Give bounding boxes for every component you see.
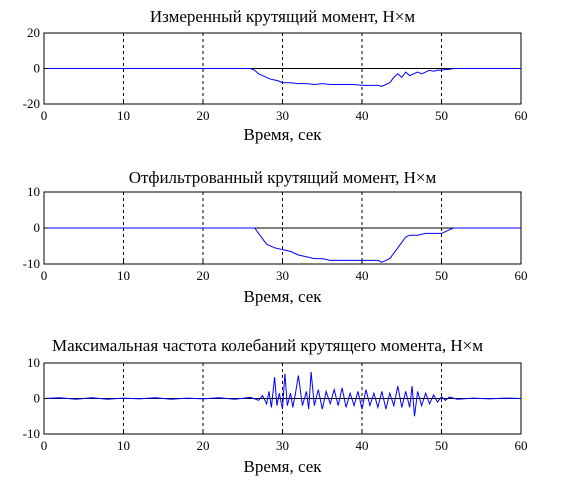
x-tick-label: 60 (515, 268, 528, 283)
x-tick-label: 0 (41, 438, 48, 453)
y-tick-label: 0 (34, 220, 41, 235)
x-tick-label: 10 (117, 268, 130, 283)
x-tick-label: 30 (276, 268, 289, 283)
y-tick-label: 10 (27, 355, 40, 370)
x-tick-label: 50 (435, 268, 448, 283)
y-tick-label: -20 (23, 96, 40, 111)
x-axis-label: Время, сек (243, 457, 322, 476)
x-tick-label: 20 (197, 438, 210, 453)
x-tick-label: 50 (435, 438, 448, 453)
x-tick-label: 20 (197, 268, 210, 283)
y-tick-label: 0 (34, 391, 41, 406)
x-tick-label: 20 (197, 108, 210, 123)
x-tick-label: 50 (435, 108, 448, 123)
y-tick-label: 20 (27, 25, 40, 40)
series-line (43, 371, 522, 417)
x-tick-label: 40 (356, 438, 369, 453)
chart-title: Измеренный крутящий момент, Н×м (150, 7, 416, 26)
x-tick-label: 60 (515, 108, 528, 123)
x-tick-label: 40 (356, 108, 369, 123)
y-tick-label: -10 (23, 426, 40, 441)
x-axis-label: Время, сек (243, 287, 322, 306)
x-tick-label: 30 (276, 108, 289, 123)
x-tick-label: 0 (41, 268, 48, 283)
chart-title: Максимальная частота колебаний крутящего… (52, 336, 483, 355)
series-line (44, 68, 521, 87)
x-tick-label: 0 (41, 108, 48, 123)
y-tick-label: -10 (23, 256, 40, 271)
y-tick-label: 0 (34, 61, 41, 76)
x-tick-label: 10 (117, 438, 130, 453)
x-tick-label: 60 (515, 438, 528, 453)
y-tick-label: 10 (27, 184, 40, 199)
chart-title: Отфильтрованный крутящий момент, Н×м (129, 168, 437, 187)
x-axis-label: Время, сек (243, 125, 322, 144)
series-line (44, 227, 521, 263)
x-tick-label: 30 (276, 438, 289, 453)
x-tick-label: 40 (356, 268, 369, 283)
x-tick-label: 10 (117, 108, 130, 123)
